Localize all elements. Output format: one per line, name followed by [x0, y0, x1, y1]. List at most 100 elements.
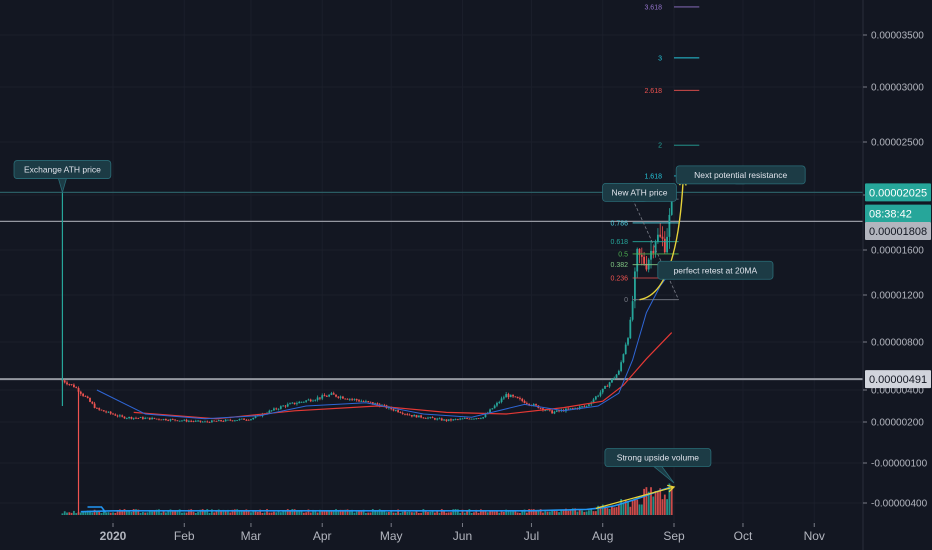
candle[interactable]: [128, 417, 130, 419]
volume-bar[interactable]: [204, 511, 206, 515]
candle[interactable]: [496, 402, 498, 406]
candle[interactable]: [286, 404, 289, 407]
volume-bar[interactable]: [601, 504, 604, 515]
candle[interactable]: [443, 419, 445, 421]
candle[interactable]: [392, 409, 395, 411]
candle[interactable]: [502, 397, 505, 399]
volume-bar[interactable]: [176, 510, 179, 515]
callout-box[interactable]: [604, 448, 712, 467]
candle[interactable]: [307, 399, 310, 401]
volume-bar[interactable]: [634, 499, 636, 515]
volume-bar[interactable]: [233, 509, 236, 515]
volume-bar[interactable]: [302, 512, 305, 515]
volume-bar[interactable]: [567, 510, 570, 515]
volume-bar[interactable]: [367, 512, 370, 515]
candle[interactable]: [220, 420, 222, 422]
candle[interactable]: [445, 419, 448, 421]
candle[interactable]: [362, 401, 365, 402]
volume-bar[interactable]: [70, 512, 73, 515]
volume-bar[interactable]: [342, 509, 344, 515]
volume-bar[interactable]: [424, 511, 427, 515]
candle[interactable]: [477, 418, 480, 419]
volume-bar[interactable]: [581, 510, 583, 515]
candle[interactable]: [102, 410, 105, 412]
volume-bar[interactable]: [491, 510, 494, 515]
volume-bar[interactable]: [394, 512, 397, 515]
volume-bar[interactable]: [470, 512, 473, 515]
volume-bar[interactable]: [220, 510, 222, 515]
candle[interactable]: [650, 250, 652, 260]
candle[interactable]: [408, 414, 411, 416]
volume-bar[interactable]: [125, 510, 128, 515]
volume-bar[interactable]: [98, 510, 101, 515]
candle[interactable]: [535, 404, 537, 406]
candle[interactable]: [484, 414, 487, 418]
volume-bar[interactable]: [422, 509, 425, 515]
volume-bar[interactable]: [231, 509, 234, 515]
candle[interactable]: [355, 399, 358, 401]
candle[interactable]: [181, 420, 183, 422]
candle[interactable]: [604, 385, 606, 389]
candle[interactable]: [523, 401, 526, 404]
volume-bar[interactable]: [408, 511, 411, 515]
volume-bar[interactable]: [187, 509, 190, 515]
candle[interactable]: [146, 417, 149, 419]
volume-bar[interactable]: [604, 507, 606, 515]
volume-bar[interactable]: [397, 509, 399, 515]
volume-bar[interactable]: [362, 509, 365, 515]
candle[interactable]: [335, 394, 337, 397]
candle[interactable]: [100, 409, 103, 411]
candle[interactable]: [571, 408, 574, 410]
volume-bar[interactable]: [622, 503, 625, 515]
candle[interactable]: [346, 398, 349, 400]
volume-bar[interactable]: [445, 512, 448, 515]
volume-bar[interactable]: [201, 509, 204, 515]
candle[interactable]: [383, 405, 386, 407]
candle[interactable]: [643, 256, 646, 264]
candle[interactable]: [608, 382, 611, 387]
candle[interactable]: [657, 234, 659, 242]
volume-bar[interactable]: [112, 512, 114, 515]
volume-bar[interactable]: [450, 512, 452, 515]
volume-bar[interactable]: [185, 512, 188, 515]
volume-bar[interactable]: [413, 512, 416, 515]
volume-bar[interactable]: [319, 509, 321, 515]
volume-bar[interactable]: [608, 508, 611, 515]
volume-bar[interactable]: [84, 511, 87, 515]
candle[interactable]: [615, 374, 618, 378]
volume-bar[interactable]: [181, 512, 183, 515]
volume-bar[interactable]: [592, 511, 595, 515]
volume-bar[interactable]: [590, 508, 593, 515]
candle[interactable]: [132, 417, 135, 419]
candle[interactable]: [521, 398, 524, 402]
candle[interactable]: [491, 408, 494, 410]
volume-bar[interactable]: [132, 509, 135, 515]
candle[interactable]: [454, 419, 457, 420]
candle[interactable]: [210, 420, 213, 423]
volume-bar[interactable]: [551, 510, 554, 515]
candle[interactable]: [640, 254, 643, 257]
candle[interactable]: [167, 420, 170, 422]
volume-bar[interactable]: [433, 512, 436, 515]
volume-bar[interactable]: [571, 508, 574, 515]
volume-bar[interactable]: [663, 494, 666, 515]
volume-bar[interactable]: [86, 510, 89, 515]
candle[interactable]: [358, 400, 360, 402]
volume-bar[interactable]: [243, 510, 245, 515]
candle[interactable]: [473, 418, 475, 420]
candle[interactable]: [542, 408, 544, 411]
candle[interactable]: [312, 400, 314, 402]
volume-bar[interactable]: [263, 512, 266, 515]
candle[interactable]: [250, 419, 252, 420]
candle[interactable]: [245, 419, 248, 421]
volume-bar[interactable]: [486, 512, 489, 515]
y-axis[interactable]: 0.000035000.000030000.000025000.00002000…: [862, 0, 928, 550]
volume-bar[interactable]: [544, 511, 547, 515]
candle[interactable]: [190, 420, 193, 422]
volume-bar[interactable]: [192, 511, 195, 515]
candle[interactable]: [118, 415, 121, 417]
volume-bar[interactable]: [558, 512, 560, 515]
candle[interactable]: [137, 417, 140, 419]
volume-bar[interactable]: [275, 512, 278, 515]
candle[interactable]: [627, 338, 629, 345]
